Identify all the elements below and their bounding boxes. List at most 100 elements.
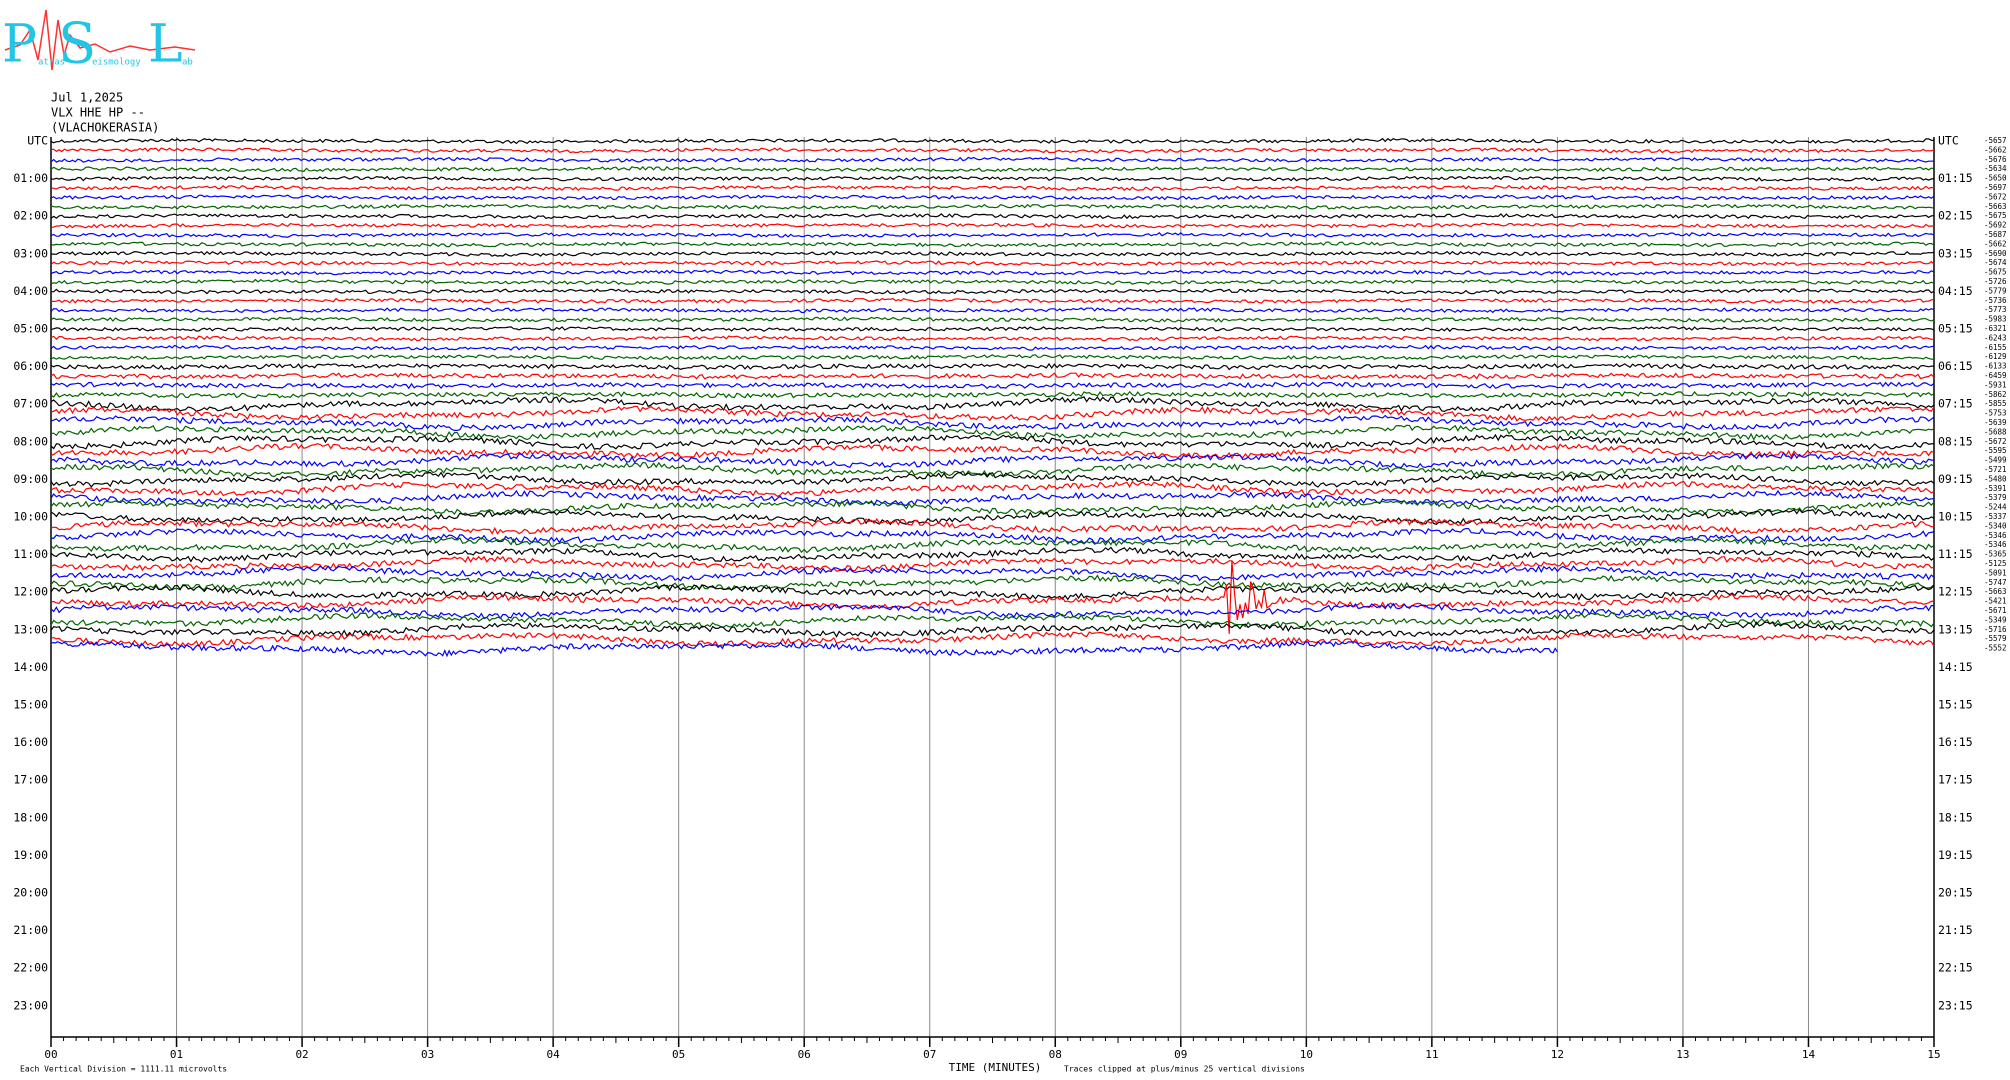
logo-letter: S <box>58 12 96 77</box>
trace <box>50 433 1935 451</box>
trace <box>50 584 1935 601</box>
trace-offset: -5125 <box>1984 559 2007 568</box>
trace-offset: -6321 <box>1984 324 2007 333</box>
x-tick-label: 03 <box>421 1048 434 1061</box>
x-tick-label: 04 <box>547 1048 561 1061</box>
trace-offset: -5672 <box>1984 437 2007 446</box>
logo: P atras S eismology L ab <box>2 9 196 77</box>
trace-offset: -5379 <box>1984 493 2007 502</box>
row-label-right: 22:15 <box>1938 961 1973 975</box>
trace-offset: -5346 <box>1984 540 2007 549</box>
row-label-left: 04:00 <box>13 284 48 298</box>
x-tick-label: 11 <box>1425 1048 1438 1061</box>
row-label-left: 11:00 <box>13 547 48 561</box>
trace <box>50 288 1935 295</box>
x-tick-label: 10 <box>1300 1048 1313 1061</box>
trace-offset: -5773 <box>1984 305 2007 314</box>
trace-offset: -5552 <box>1984 644 2007 653</box>
trace <box>50 278 1935 285</box>
trace-offset: -5634 <box>1984 164 2007 173</box>
logo-word: atras <box>38 58 65 68</box>
trace <box>50 536 1935 554</box>
x-tick-label: 05 <box>672 1048 685 1061</box>
row-label-left: 13:00 <box>13 622 48 636</box>
row-label-right: 01:15 <box>1938 171 1973 185</box>
trace-offset: -5349 <box>1984 615 2007 624</box>
trace <box>50 471 1935 488</box>
scale-note: Each Vertical Division = 1111.11 microvo… <box>20 1065 227 1074</box>
trace-offset: -5499 <box>1984 456 2007 465</box>
x-tick-label: 02 <box>295 1048 308 1061</box>
trace-offset: -6155 <box>1984 343 2007 352</box>
trace-offset: -6133 <box>1984 362 2007 371</box>
trace <box>50 461 1935 478</box>
trace <box>50 517 1935 535</box>
trace <box>50 381 1935 390</box>
x-tick-label: 12 <box>1551 1048 1564 1061</box>
logo-letter: L <box>148 15 183 75</box>
logo-letter: P <box>2 15 37 75</box>
trace-offset: -5862 <box>1984 390 2007 399</box>
row-label-right: 14:15 <box>1938 660 1973 674</box>
trace <box>50 442 1935 460</box>
trace-offset: -5365 <box>1984 550 2007 559</box>
x-tick-label: 15 <box>1927 1048 1940 1061</box>
row-label-left: 17:00 <box>13 773 48 787</box>
clip-note: Traces clipped at plus/minus 25 vertical… <box>1064 1065 1305 1074</box>
trace <box>50 344 1935 351</box>
row-label-left: 01:00 <box>13 171 48 185</box>
row-label-right: 21:15 <box>1938 923 1973 937</box>
trace <box>50 307 1935 314</box>
trace-offset: -5753 <box>1984 409 2007 418</box>
row-label-right: 05:15 <box>1938 322 1973 336</box>
x-axis-label: TIME (MINUTES) <box>949 1061 1042 1074</box>
trace-offset: -5662 <box>1984 145 2007 154</box>
trace <box>50 424 1935 441</box>
trace <box>50 546 1935 563</box>
trace-offset: -5690 <box>1984 249 2007 258</box>
x-tick-label: 14 <box>1802 1048 1816 1061</box>
row-label-right: 15:15 <box>1938 698 1973 712</box>
trace-offset: -6459 <box>1984 371 2007 380</box>
row-label-right: 18:15 <box>1938 810 1973 824</box>
trace-offset: -5676 <box>1984 155 2007 164</box>
trace <box>50 405 1935 423</box>
row-label-right: 07:15 <box>1938 397 1973 411</box>
row-label-left: 22:00 <box>13 961 48 975</box>
trace <box>50 414 1935 431</box>
row-label-left: 20:00 <box>13 886 48 900</box>
row-label-left: 05:00 <box>13 322 48 336</box>
trace-offset: -5391 <box>1984 484 2007 493</box>
row-label-right: 06:15 <box>1938 359 1973 373</box>
date: Jul 1,2025 <box>51 91 123 105</box>
trace-offset: -5697 <box>1984 183 2007 192</box>
x-tick-label: 09 <box>1174 1048 1187 1061</box>
trace-offset: -5672 <box>1984 192 2007 201</box>
trace-offset: -6129 <box>1984 352 2007 361</box>
row-label-right: 02:15 <box>1938 209 1973 223</box>
trace-offset: -5657 <box>1984 136 2007 145</box>
trace-offset: -5687 <box>1984 230 2007 239</box>
row-label-left: 16:00 <box>13 735 48 749</box>
trace <box>50 372 1935 380</box>
trace-offset: -5983 <box>1984 315 2007 324</box>
row-label-right: 16:15 <box>1938 735 1973 749</box>
trace <box>50 260 1935 267</box>
trace-offset: -5721 <box>1984 465 2007 474</box>
trace-offset: -5747 <box>1984 578 2007 587</box>
trace-offset: -5688 <box>1984 427 2007 436</box>
row-label-left: 07:00 <box>13 397 48 411</box>
station: VLX HHE HP -- <box>51 106 145 120</box>
trace-offset: -5931 <box>1984 380 2007 389</box>
trace <box>50 508 1935 526</box>
trace <box>50 156 1935 163</box>
trace-offset: -5346 <box>1984 531 2007 540</box>
trace <box>50 175 1935 182</box>
x-tick-label: 06 <box>798 1048 811 1061</box>
trace-offset: -5675 <box>1984 211 2007 220</box>
row-label-left: 03:00 <box>13 246 48 260</box>
logo-word: ab <box>182 58 193 68</box>
x-tick-label: 07 <box>923 1048 936 1061</box>
trace <box>50 184 1935 192</box>
trace-offset: -5639 <box>1984 418 2007 427</box>
